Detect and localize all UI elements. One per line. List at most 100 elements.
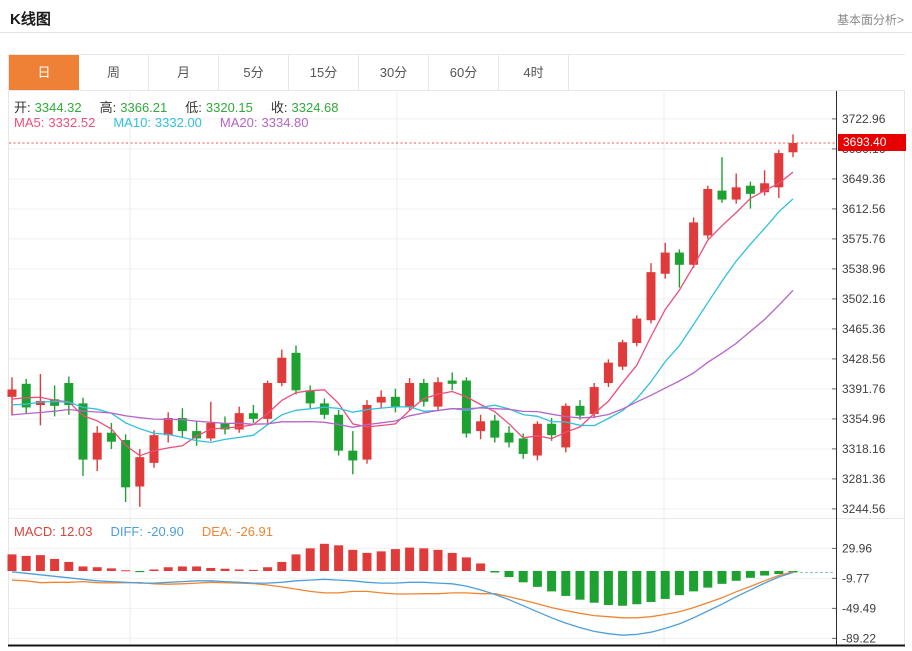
macd-bar — [461, 557, 471, 571]
y-axis-label: 3502.16 — [842, 292, 886, 306]
candle-body — [7, 389, 17, 397]
macd-bar — [376, 551, 386, 571]
macd-bar — [149, 569, 159, 571]
y-axis-label: -9.77 — [842, 571, 870, 585]
candle-body — [64, 382, 74, 406]
macd-bar — [589, 571, 599, 603]
tab-4hour[interactable]: 4时 — [499, 55, 569, 90]
tab-day[interactable]: 日 — [9, 55, 79, 90]
macd-bar — [760, 571, 770, 576]
candle-body — [220, 422, 230, 430]
macd-bar — [362, 552, 372, 571]
y-axis-label: 3281.36 — [842, 472, 886, 486]
macd-bar — [433, 549, 443, 571]
tab-month[interactable]: 月 — [149, 55, 219, 90]
macd-bar — [7, 554, 17, 571]
macd-bar — [263, 567, 273, 571]
candle-body — [504, 432, 514, 443]
candle-body — [603, 362, 613, 383]
candle-body — [490, 420, 500, 438]
candle-body — [774, 153, 784, 188]
macd-bar — [703, 571, 713, 588]
macd-bar — [206, 567, 216, 571]
candle-body — [405, 382, 415, 407]
tab-15min[interactable]: 15分 — [289, 55, 359, 90]
macd-bar — [177, 566, 187, 571]
legend-item: DEA: -26.91 — [201, 524, 274, 539]
macd-bar — [745, 571, 755, 578]
ma-legend: MA5: 3332.52 MA10: 3332.00 MA20: 3334.80 — [14, 115, 327, 130]
candle-body — [106, 432, 116, 442]
candle-body — [660, 252, 670, 274]
candle-body — [646, 272, 656, 321]
y-axis-label: 3575.76 — [842, 232, 886, 246]
candle-body — [532, 423, 542, 456]
y-axis-label: 3391.76 — [842, 382, 886, 396]
candle-body — [376, 396, 386, 403]
page-title: K线图 — [10, 11, 51, 28]
legend-item: MA10: 3332.00 — [113, 115, 202, 130]
macd-bar — [646, 571, 656, 602]
candle-body — [21, 383, 31, 408]
tab-week[interactable]: 周 — [79, 55, 149, 90]
macd-bar — [106, 568, 116, 571]
ohlc-legend: 开: 3344.32 高: 3366.21 低: 3320.15 收: 3324.68 — [14, 97, 357, 116]
candle-body — [618, 342, 628, 367]
tab-5min[interactable]: 5分 — [219, 55, 289, 90]
macd-legend: MACD: 12.03 DIFF: -20.90 DEA: -26.91 — [14, 524, 291, 539]
candle-body — [177, 418, 187, 432]
candle-body — [192, 431, 202, 439]
candle-body — [731, 187, 741, 200]
macd-bar — [163, 567, 173, 571]
tab-60min[interactable]: 60分 — [429, 55, 499, 90]
ma5-line — [11, 171, 794, 457]
macd-bar — [490, 571, 500, 573]
candle-body — [447, 380, 457, 384]
candle-body — [35, 400, 45, 406]
macd-bar — [504, 571, 514, 578]
candle-body — [78, 403, 88, 460]
candle-body — [50, 399, 60, 406]
macd-bar — [334, 545, 344, 571]
macd-bar — [348, 549, 358, 571]
candle-body — [263, 382, 273, 419]
candle-body — [121, 440, 131, 488]
diff-line — [11, 571, 794, 636]
candle-body — [206, 422, 216, 439]
y-axis-label: 3465.36 — [842, 322, 886, 336]
macd-bar — [92, 567, 102, 571]
y-axis-label: 29.96 — [842, 541, 872, 555]
tab-30min[interactable]: 30分 — [359, 55, 429, 90]
candle-body — [547, 423, 557, 436]
candle-body — [234, 413, 244, 430]
macd-bar — [319, 543, 329, 571]
candle-body — [319, 403, 329, 415]
candle-body — [163, 418, 173, 436]
macd-bar — [35, 555, 45, 571]
candle-body — [476, 421, 486, 432]
macd-bar — [518, 571, 528, 583]
macd-bar — [21, 555, 31, 571]
macd-bar — [561, 571, 571, 596]
candle-body — [277, 357, 287, 383]
fundamental-analysis-link[interactable]: 基本面分析> — [836, 13, 904, 27]
macd-bar — [405, 547, 415, 571]
macd-bar — [135, 571, 145, 573]
legend-item: 收: 3324.68 — [270, 100, 339, 115]
legend-item: MACD: 12.03 — [14, 524, 93, 539]
y-axis-label: 3538.96 — [842, 262, 886, 276]
macd-bar — [390, 549, 400, 571]
current-price-badge: 3693.40 — [838, 134, 906, 151]
macd-bar — [618, 571, 628, 606]
candle-body — [334, 414, 344, 451]
macd-bar — [248, 569, 258, 571]
candle-body — [689, 222, 699, 265]
macd-bar — [774, 571, 784, 575]
legend-item: MA5: 3332.52 — [14, 115, 96, 130]
y-axis-label: 3649.36 — [842, 172, 886, 186]
macd-bar — [305, 548, 315, 571]
macd-bar — [291, 554, 301, 571]
period-tabbar: 日周月 5分 15分 30分 60分 4时 — [8, 54, 905, 91]
ma20-line — [11, 289, 794, 428]
legend-item: MA20: 3334.80 — [219, 115, 309, 130]
